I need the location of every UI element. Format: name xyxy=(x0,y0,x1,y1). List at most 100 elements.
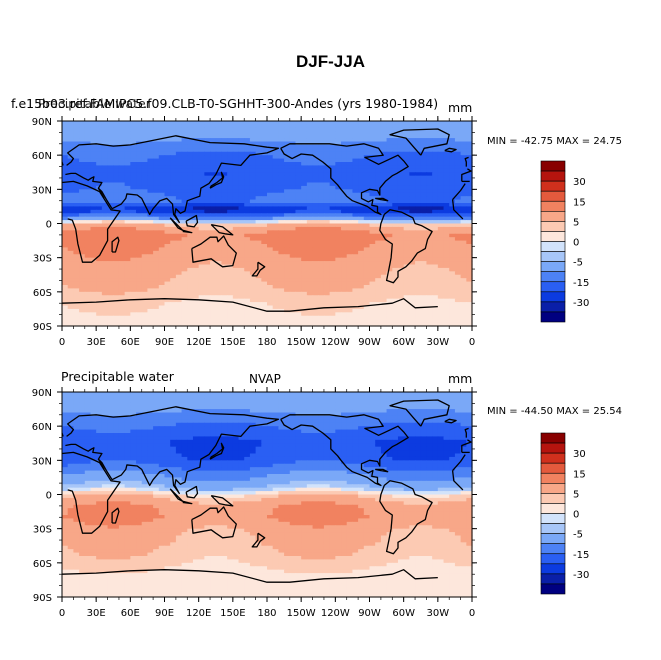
field-cell xyxy=(437,254,445,259)
field-cell xyxy=(323,168,331,173)
field-cell xyxy=(306,267,314,272)
field-cell xyxy=(164,298,171,303)
field-cell xyxy=(261,319,268,324)
field-cell xyxy=(204,233,211,238)
field-cell xyxy=(130,305,137,310)
field-cell xyxy=(312,162,319,167)
field-cell xyxy=(175,302,183,307)
field-cell xyxy=(227,182,234,187)
field-cell xyxy=(79,281,86,286)
field-cell xyxy=(278,398,285,403)
field-cell xyxy=(147,196,154,201)
field-cell xyxy=(449,274,456,279)
field-cell xyxy=(323,165,331,170)
field-cell xyxy=(232,247,240,252)
field-cell xyxy=(386,196,393,201)
field-cell xyxy=(101,158,109,163)
field-cell xyxy=(437,155,445,160)
field-cell xyxy=(272,298,279,303)
field-cell xyxy=(352,244,359,249)
field-cell xyxy=(352,302,359,307)
field-cell xyxy=(238,319,245,324)
colorbar-box xyxy=(540,301,566,313)
field-cell xyxy=(124,134,131,139)
field-cell xyxy=(301,121,308,126)
field-cell xyxy=(409,138,416,143)
field-cell xyxy=(181,226,188,231)
field-cell xyxy=(278,257,285,262)
field-cell xyxy=(312,278,319,283)
field-cell xyxy=(306,165,314,170)
field-cell xyxy=(375,261,382,266)
field-cell xyxy=(312,189,319,194)
field-cell xyxy=(107,250,114,255)
field-cell xyxy=(187,175,194,180)
field-cell xyxy=(90,264,97,269)
field-cell xyxy=(272,206,279,211)
field-cell xyxy=(198,409,205,414)
field-cell xyxy=(158,409,166,414)
colorbar-label: -30 xyxy=(573,298,589,309)
field-cell xyxy=(358,226,365,231)
field-cell xyxy=(153,165,160,170)
field-cell xyxy=(215,274,223,279)
field-cell xyxy=(432,322,439,327)
field-cell xyxy=(244,274,251,279)
field-cell xyxy=(346,185,354,190)
colorbar-box xyxy=(540,291,566,303)
field-cell xyxy=(192,308,200,313)
field-cell xyxy=(153,182,160,187)
field-cell xyxy=(164,141,171,146)
field-cell xyxy=(192,298,200,303)
field-cell xyxy=(158,267,166,272)
field-cell xyxy=(84,196,92,201)
field-cell xyxy=(158,199,166,204)
field-cell xyxy=(403,305,410,310)
field-cell xyxy=(130,398,137,403)
field-cell xyxy=(380,179,388,184)
field-cell xyxy=(255,179,262,184)
field-cell xyxy=(73,199,80,204)
field-cell xyxy=(318,402,325,407)
field-cell xyxy=(210,319,217,324)
field-cell xyxy=(437,131,445,136)
field-cell xyxy=(244,281,251,286)
field-cell xyxy=(386,179,393,184)
field-cell xyxy=(62,315,69,320)
field-cell xyxy=(136,185,143,190)
field-cell xyxy=(141,127,149,132)
field-cell xyxy=(301,230,308,235)
field-cell xyxy=(289,220,297,225)
field-cell xyxy=(141,223,149,228)
field-cell xyxy=(255,121,262,126)
field-cell xyxy=(335,220,342,225)
field-cell xyxy=(192,127,200,132)
field-cell xyxy=(244,322,251,327)
field-cell xyxy=(107,395,114,400)
field-cell xyxy=(147,398,154,403)
field-cell xyxy=(141,175,149,180)
field-cell xyxy=(306,131,314,136)
field-cell xyxy=(323,144,331,149)
field-cell xyxy=(238,322,245,327)
field-cell xyxy=(198,148,205,153)
field-cell xyxy=(164,264,171,269)
field-cell xyxy=(369,261,376,266)
field-cell xyxy=(284,196,291,201)
field-cell xyxy=(113,271,120,276)
field-cell xyxy=(67,209,74,214)
field-cell xyxy=(278,134,285,139)
coastline xyxy=(185,214,199,228)
field-cell xyxy=(147,179,154,184)
field-cell xyxy=(147,162,154,167)
field-cell xyxy=(329,127,336,132)
field-cell xyxy=(318,274,325,279)
field-cell xyxy=(329,264,336,269)
field-cell xyxy=(386,281,393,286)
field-cell xyxy=(466,322,473,327)
field-cell xyxy=(141,226,149,231)
field-cell xyxy=(329,402,336,407)
field-cell xyxy=(101,402,109,407)
field-cell xyxy=(460,175,467,180)
field-cell xyxy=(141,237,149,242)
